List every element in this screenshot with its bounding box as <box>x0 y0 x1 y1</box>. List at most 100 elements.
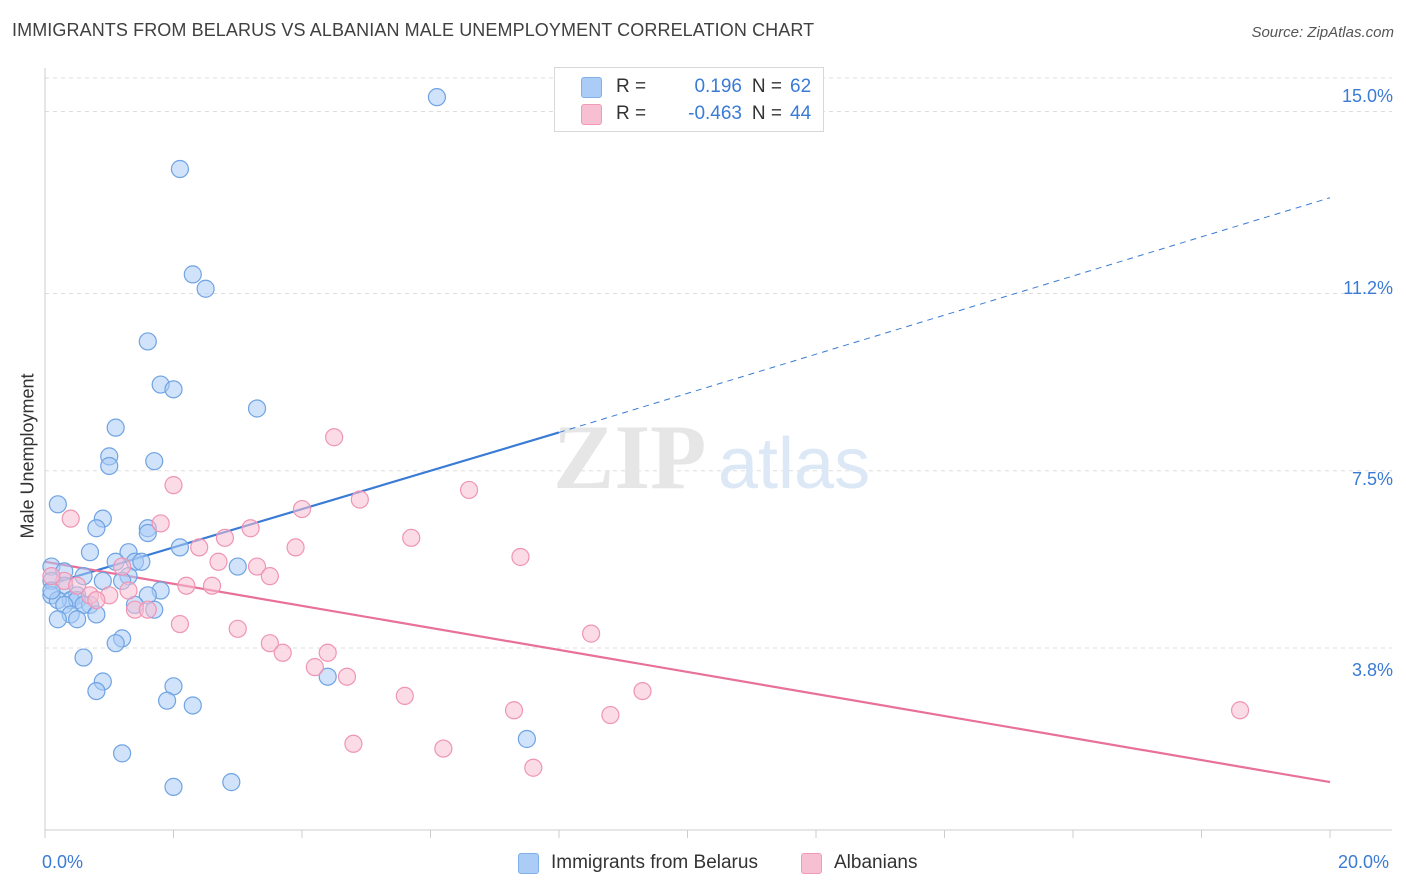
point-belarus <box>517 729 536 749</box>
point-albanians <box>273 643 292 662</box>
bottom-legend-belarus: Immigrants from Belarus <box>518 852 758 874</box>
y-tick-label: 7.5% <box>1351 469 1393 489</box>
point-albanians <box>202 576 222 595</box>
chart-title: IMMIGRANTS FROM BELARUS VS ALBANIAN MALE… <box>12 20 815 40</box>
point-belarus <box>80 543 100 562</box>
point-albanians <box>164 476 183 495</box>
legend-swatch-pink <box>581 103 602 125</box>
point-albanians <box>1230 701 1250 720</box>
point-belarus <box>138 523 157 543</box>
point-belarus <box>318 667 337 686</box>
point-albanians <box>215 528 234 547</box>
point-belarus <box>170 159 190 179</box>
point-belarus <box>157 691 177 710</box>
watermark: ZIP atlas <box>553 406 870 508</box>
point-albanians <box>305 658 324 677</box>
point-albanians <box>286 538 305 557</box>
legend-r-label: R = <box>616 103 647 124</box>
point-belarus <box>106 634 125 653</box>
legend-r-label: R = <box>616 76 647 97</box>
bottom-legend-label: Albanians <box>834 852 918 873</box>
point-belarus <box>112 744 132 763</box>
point-belarus <box>164 380 183 399</box>
legend-n-value: 44 <box>790 103 812 124</box>
point-belarus <box>87 519 106 538</box>
point-albanians <box>395 686 414 705</box>
axes <box>44 68 1392 838</box>
legend-n-label: N = <box>751 76 782 97</box>
point-albanians <box>68 576 87 595</box>
point-albanians <box>344 734 363 753</box>
x-tick-label: 20.0% <box>1338 852 1390 872</box>
point-albanians <box>112 557 132 576</box>
point-belarus <box>196 279 215 298</box>
data-points <box>42 88 1250 796</box>
grid-lines <box>45 77 1392 649</box>
legend-r-value: 0.196 <box>694 76 742 97</box>
bottom-legend-swatch-blue <box>518 852 539 874</box>
point-albanians <box>119 581 138 600</box>
point-belarus <box>48 610 67 629</box>
point-belarus <box>106 418 125 437</box>
point-albanians <box>61 509 80 528</box>
point-albanians <box>318 643 337 662</box>
point-belarus <box>183 265 202 284</box>
point-belarus <box>183 696 202 715</box>
watermark-atlas: atlas <box>718 424 870 504</box>
point-albanians <box>292 499 312 519</box>
point-albanians <box>209 552 228 571</box>
point-belarus <box>74 648 93 667</box>
point-albanians <box>138 600 157 619</box>
y-tick-label: 11.2% <box>1343 278 1393 298</box>
point-belarus <box>48 495 67 514</box>
legend-swatch-blue <box>581 76 602 98</box>
point-albanians <box>337 667 357 686</box>
point-belarus <box>87 681 106 701</box>
point-albanians <box>260 634 279 653</box>
point-belarus <box>247 399 267 418</box>
x-tick-label: 0.0% <box>42 852 84 872</box>
point-albanians <box>151 514 170 533</box>
y-axis-label: Male Unemployment <box>17 373 38 539</box>
point-belarus <box>138 332 157 351</box>
point-belarus <box>68 610 87 629</box>
legend: R = 0.196 N = 62 R = -0.463 N = 44 <box>554 67 824 132</box>
legend-row-belarus: R = 0.196 N = 62 <box>581 75 811 99</box>
point-belarus <box>100 456 119 476</box>
point-albanians <box>260 567 279 586</box>
point-albanians <box>402 528 421 547</box>
point-albanians <box>601 705 620 725</box>
point-belarus <box>170 538 190 557</box>
y-tick-label: 15.0% <box>1341 86 1393 106</box>
trendline-belarus-extension <box>558 197 1331 433</box>
y-tick-label: 3.8% <box>1351 660 1393 680</box>
point-albanians <box>434 739 453 758</box>
point-albanians <box>633 681 652 701</box>
legend-n-value: 62 <box>790 76 812 97</box>
point-albanians <box>325 428 344 447</box>
point-belarus <box>228 557 247 576</box>
point-albanians <box>170 614 190 634</box>
point-albanians <box>87 590 106 610</box>
point-albanians <box>511 547 530 567</box>
point-albanians <box>190 538 209 557</box>
point-albanians <box>582 624 601 643</box>
point-albanians <box>247 557 267 576</box>
point-belarus <box>427 88 447 107</box>
point-belarus <box>164 777 183 796</box>
watermark-zip: ZIP <box>553 406 706 508</box>
point-albanians <box>228 619 247 638</box>
point-albanians <box>524 758 543 777</box>
point-albanians <box>42 567 61 586</box>
trendline-albanians <box>44 560 1331 784</box>
bottom-legend-swatch-pink <box>801 852 822 874</box>
legend-row-albanians: R = -0.463 N = 44 <box>581 102 811 126</box>
point-albanians <box>241 519 260 538</box>
point-belarus <box>145 452 164 471</box>
point-belarus <box>132 552 151 571</box>
point-belarus <box>222 773 241 792</box>
legend-n-label: N = <box>751 103 782 124</box>
bottom-legend-label: Immigrants from Belarus <box>551 852 758 873</box>
point-albanians <box>350 490 369 509</box>
legend-r-value: -0.463 <box>688 103 742 124</box>
